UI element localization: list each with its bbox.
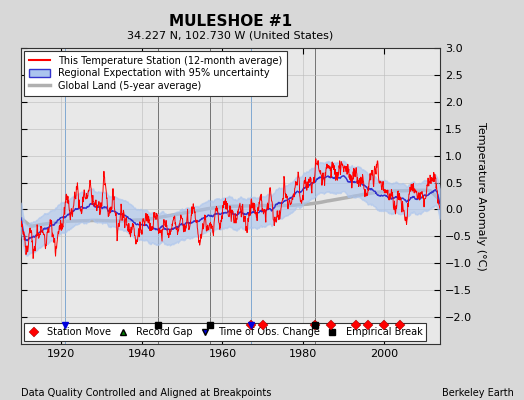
Legend: Station Move, Record Gap, Time of Obs. Change, Empirical Break: Station Move, Record Gap, Time of Obs. C… (24, 323, 426, 341)
Text: Berkeley Earth: Berkeley Earth (442, 388, 514, 398)
Text: MULESHOE #1: MULESHOE #1 (169, 14, 292, 29)
Text: Data Quality Controlled and Aligned at Breakpoints: Data Quality Controlled and Aligned at B… (21, 388, 271, 398)
Y-axis label: Temperature Anomaly (°C): Temperature Anomaly (°C) (476, 122, 486, 270)
Text: 34.227 N, 102.730 W (United States): 34.227 N, 102.730 W (United States) (127, 30, 334, 40)
